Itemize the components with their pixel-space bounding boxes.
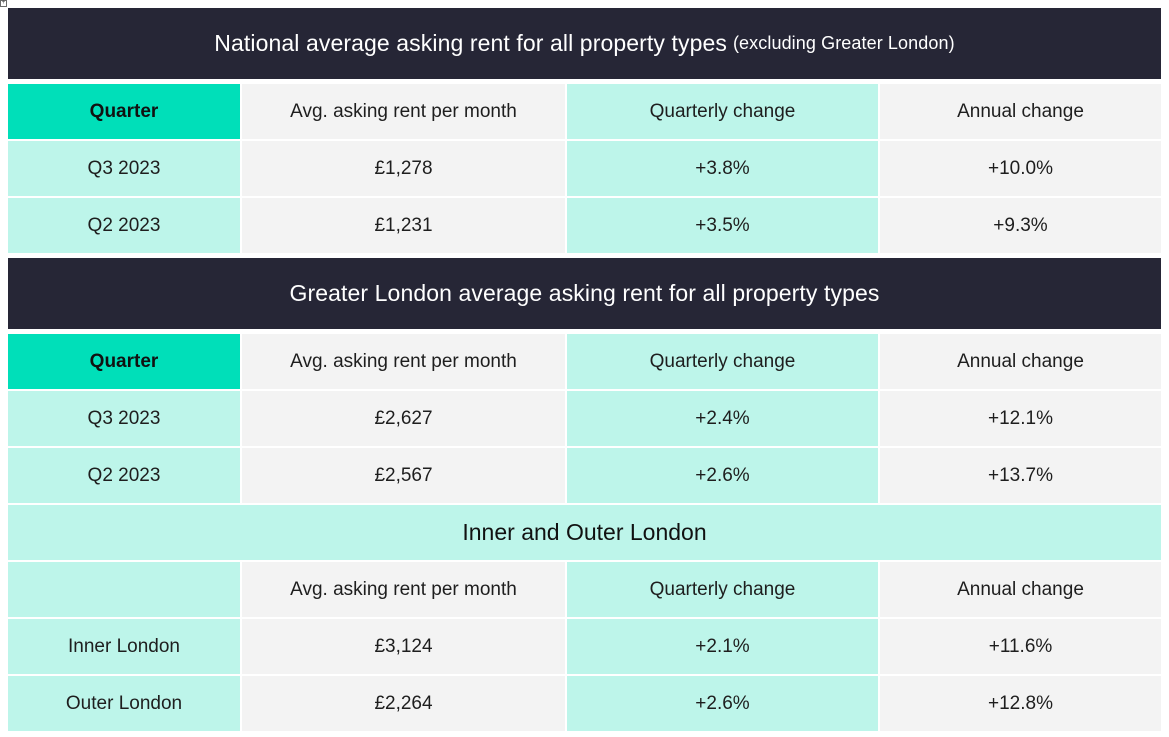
header-annual-change: Annual change	[880, 84, 1161, 139]
greater-london-header-row: Quarter Avg. asking rent per month Quart…	[8, 329, 1161, 389]
header-annual-change: Annual change	[880, 334, 1161, 389]
header-quarter: Quarter	[8, 334, 242, 389]
inner-outer-title: Inner and Outer London	[462, 519, 707, 545]
table-row: Q3 2023 £2,627 +2.4% +12.1%	[8, 389, 1161, 446]
cell-annual-change: +10.0%	[880, 141, 1161, 196]
header-quarterly-change: Quarterly change	[567, 84, 880, 139]
header-quarter: Quarter	[8, 84, 242, 139]
table-row: Outer London £2,264 +2.6% +12.8%	[8, 674, 1161, 731]
cell-quarter: Q2 2023	[8, 448, 242, 503]
cell-quarterly-change: +2.6%	[567, 448, 880, 503]
cell-annual-change: +13.7%	[880, 448, 1161, 503]
cell-avg-rent: £3,124	[242, 619, 567, 674]
cell-avg-rent: £1,231	[242, 198, 567, 253]
cell-annual-change: +11.6%	[880, 619, 1161, 674]
cell-annual-change: +12.1%	[880, 391, 1161, 446]
cell-annual-change: +12.8%	[880, 676, 1161, 731]
greater-london-title: Greater London average asking rent for a…	[289, 280, 880, 306]
cell-avg-rent: £1,278	[242, 141, 567, 196]
cell-area: Inner London	[8, 619, 242, 674]
header-quarterly-change: Quarterly change	[567, 334, 880, 389]
cell-quarter: Q3 2023	[8, 141, 242, 196]
table-row: Inner London £3,124 +2.1% +11.6%	[8, 617, 1161, 674]
header-annual-change: Annual change	[880, 562, 1161, 617]
cell-quarter: Q3 2023	[8, 391, 242, 446]
table-move-handle-icon[interactable]: +	[0, 0, 7, 7]
cell-quarterly-change: +2.4%	[567, 391, 880, 446]
cell-area: Outer London	[8, 676, 242, 731]
cell-quarterly-change: +3.8%	[567, 141, 880, 196]
table-row: Q2 2023 £2,567 +2.6% +13.7%	[8, 446, 1161, 503]
national-title: National average asking rent for all pro…	[214, 30, 727, 56]
cell-annual-change: +9.3%	[880, 198, 1161, 253]
cell-quarterly-change: +2.6%	[567, 676, 880, 731]
rent-tables: National average asking rent for all pro…	[8, 8, 1161, 731]
inner-outer-title-band: Inner and Outer London	[8, 503, 1161, 560]
cell-quarterly-change: +3.5%	[567, 198, 880, 253]
table-row: Q2 2023 £1,231 +3.5% +9.3%	[8, 196, 1161, 253]
national-title-band: National average asking rent for all pro…	[8, 8, 1161, 79]
cell-avg-rent: £2,264	[242, 676, 567, 731]
cell-quarterly-change: +2.1%	[567, 619, 880, 674]
section-divider	[8, 253, 1161, 258]
header-avg-rent: Avg. asking rent per month	[242, 84, 567, 139]
cell-quarter: Q2 2023	[8, 198, 242, 253]
header-area-blank	[8, 562, 242, 617]
national-subtitle: (excluding Greater London)	[732, 33, 955, 53]
cell-avg-rent: £2,627	[242, 391, 567, 446]
header-avg-rent: Avg. asking rent per month	[242, 334, 567, 389]
header-quarterly-change: Quarterly change	[567, 562, 880, 617]
table-row: Q3 2023 £1,278 +3.8% +10.0%	[8, 139, 1161, 196]
greater-london-title-band: Greater London average asking rent for a…	[8, 258, 1161, 329]
header-avg-rent: Avg. asking rent per month	[242, 562, 567, 617]
cell-avg-rent: £2,567	[242, 448, 567, 503]
national-header-row: Quarter Avg. asking rent per month Quart…	[8, 79, 1161, 139]
inner-outer-header-row: Avg. asking rent per month Quarterly cha…	[8, 560, 1161, 617]
